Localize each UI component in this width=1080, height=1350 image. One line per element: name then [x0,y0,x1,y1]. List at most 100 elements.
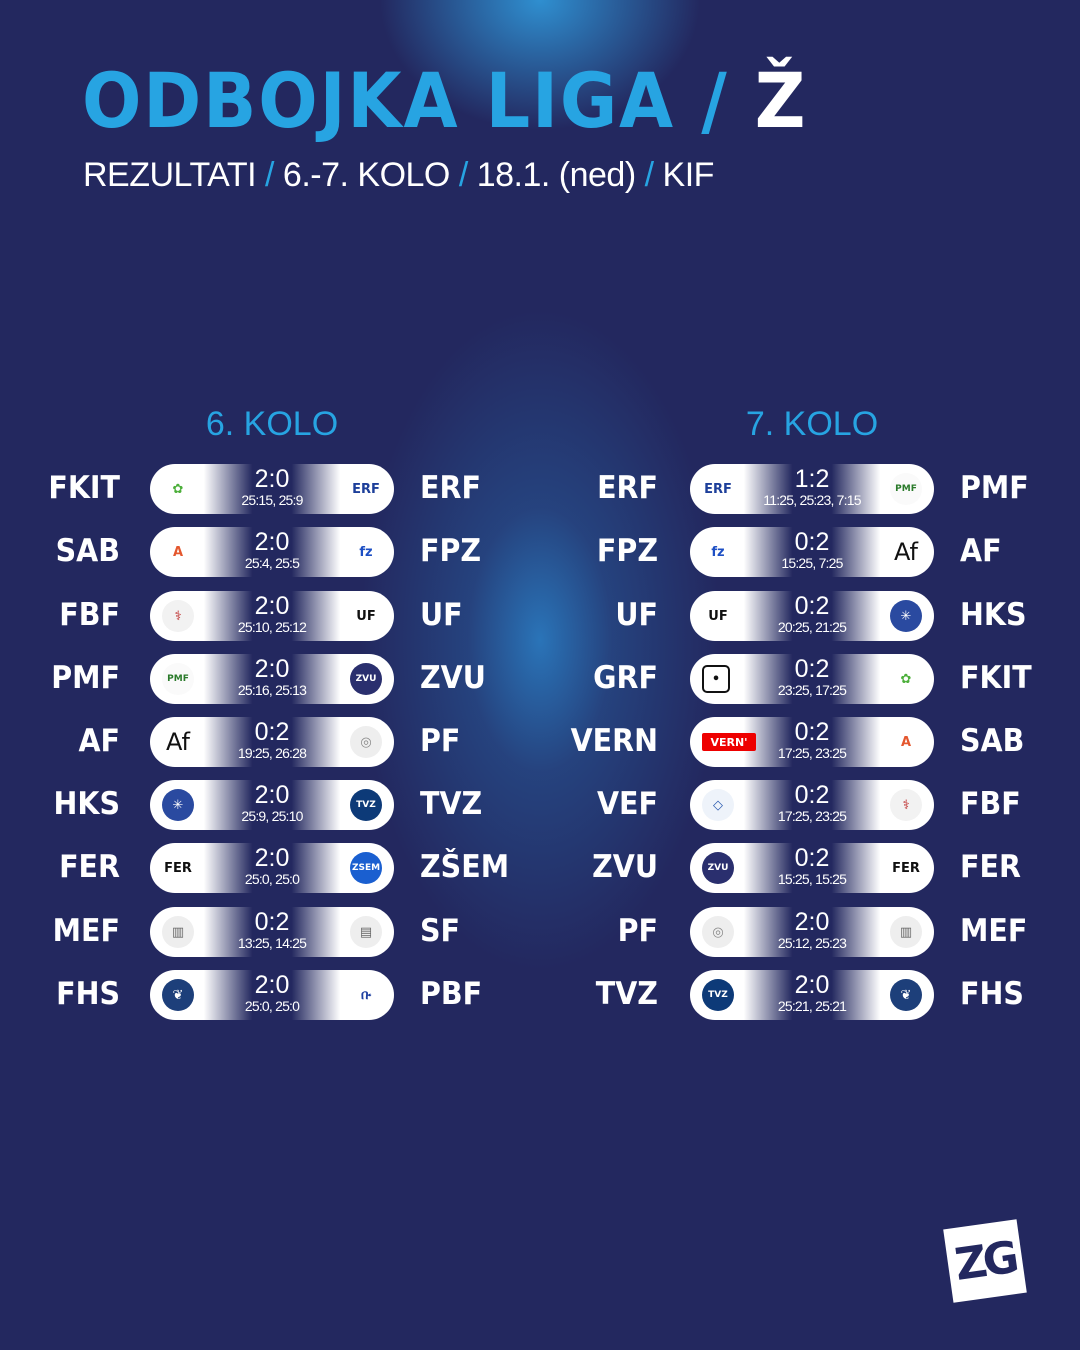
match-row: ZVU ZVU FER 0:2 15:25, 15:25 FER [0,843,1080,893]
away-team: SF [420,913,461,949]
home-team: AF [78,723,120,759]
team-logo-fhs-icon: ❦ [162,979,194,1011]
subtitle: REZULTATI / 6.-7. KOLO / 18.1. (ned) / K… [83,156,714,195]
round-title: 6. KOLO [205,405,339,443]
team-logo-vef-icon: ◇ [702,789,734,821]
set-scores: 25:0, 25:0 [244,871,300,887]
score-pill: ▥ ▤ 0:2 13:25, 14:25 [150,907,394,957]
team-logo-uf-icon: UF [708,608,728,624]
score-pill: Af ◎ 0:2 19:25, 26:28 [150,717,394,767]
team-logo-pf-icon: ◎ [350,726,382,758]
brand-logo: ZG [943,1219,1027,1303]
team-logo-sab-icon: A [172,544,184,560]
team-logo-sab-icon: A [900,734,912,750]
match-score: 2:0 [794,908,830,936]
subtitle-separator: / [449,156,477,194]
team-logo-fer-icon: FER [164,860,192,876]
match-row: HKS ✳ TVZ 2:0 25:9, 25:10 TVZ [0,780,1080,830]
away-team: FER [960,849,1021,885]
home-team: FHS [56,976,120,1012]
away-team: MEF [960,913,1028,949]
away-team: FHS [960,976,1024,1012]
title-suffix: Ž [754,56,808,145]
home-team: TVZ [595,976,658,1012]
away-team: ERF [420,470,481,506]
match-row: UF UF ✳ 0:2 20:25, 21:25 HKS [0,591,1080,641]
match-row: GRF • ✿ 0:2 23:25, 17:25 FKIT [0,654,1080,704]
team-logo-pmf-icon: PMF [162,663,194,695]
set-scores: 20:25, 21:25 [777,619,847,635]
match-score: 0:2 [254,908,290,936]
home-team: UF [615,597,658,633]
match-score: 0:2 [794,718,830,746]
match-row: MEF ▥ ▤ 0:2 13:25, 14:25 SF [0,907,1080,957]
home-team: FER [59,849,120,885]
title-separator: / [675,56,755,145]
team-logo-vern-icon: VERN' [702,733,756,751]
score-pill: UF ✳ 0:2 20:25, 21:25 [690,591,934,641]
team-logo-fpz-icon: fz [711,544,725,560]
team-logo-zvu-icon: ZVU [702,852,734,884]
home-team: VEF [596,786,658,822]
match-score: 1:2 [794,465,830,493]
score-pill: ⚕ UF 2:0 25:10, 25:12 [150,591,394,641]
team-logo-fbf-icon: ⚕ [162,600,194,632]
team-logo-tvz-icon: TVZ [702,979,734,1011]
match-score: 0:2 [794,592,830,620]
away-team: FKIT [960,660,1032,696]
match-score: 0:2 [794,655,830,683]
team-logo-tvz-icon: TVZ [350,789,382,821]
team-logo-mef-icon: ▥ [890,916,922,948]
team-logo-pf-icon: ◎ [702,916,734,948]
set-scores: 25:9, 25:10 [241,808,303,824]
team-logo-pmf-icon: PMF [890,473,922,505]
set-scores: 25:12, 25:23 [777,935,847,951]
team-logo-fbf-icon: ⚕ [890,789,922,821]
set-scores: 25:4, 25:5 [244,555,300,571]
match-score: 2:0 [254,592,290,620]
set-scores: 17:25, 23:25 [777,745,847,761]
set-scores: 19:25, 26:28 [237,745,307,761]
home-team: GRF [593,660,658,696]
home-team: PMF [51,660,120,696]
match-score: 2:0 [794,971,830,999]
set-scores: 13:25, 14:25 [237,935,307,951]
match-score: 0:2 [254,718,290,746]
match-score: 0:2 [794,528,830,556]
home-team: ZVU [592,849,658,885]
match-row: PMF PMF ZVU 2:0 25:16, 25:13 ZVU [0,654,1080,704]
score-pill: ✿ ERF 2:0 25:15, 25:9 [150,464,394,514]
match-score: 2:0 [254,655,290,683]
team-logo-fkit-icon: ✿ [172,481,184,497]
subtitle-part: KIF [662,156,715,194]
home-team: FPZ [596,533,658,569]
match-row: ERF ERF PMF 1:2 11:25, 25:23, 7:15 PMF [0,464,1080,514]
away-team: TVZ [420,786,483,822]
team-logo-fer-icon: FER [892,860,920,876]
home-team: PF [617,913,658,949]
set-scores: 15:25, 7:25 [781,555,843,571]
away-team: FPZ [420,533,482,569]
match-score: 0:2 [794,844,830,872]
score-pill: fz Af 0:2 15:25, 7:25 [690,527,934,577]
away-team: AF [960,533,1002,569]
score-pill: ✳ TVZ 2:0 25:9, 25:10 [150,780,394,830]
home-team: SAB [55,533,120,569]
team-logo-af-icon: Af [893,538,918,566]
team-logo-fkit-icon: ✿ [900,671,912,687]
match-row: FER FER ZSEM 2:0 25:0, 25:0 ZŠEM [0,843,1080,893]
score-pill: PMF ZVU 2:0 25:16, 25:13 [150,654,394,704]
set-scores: 25:16, 25:13 [237,682,307,698]
team-logo-hks-icon: ✳ [162,789,194,821]
set-scores: 15:25, 15:25 [777,871,847,887]
set-scores: 25:10, 25:12 [237,619,307,635]
set-scores: 25:21, 25:21 [777,998,847,1014]
set-scores: 25:0, 25:0 [244,998,300,1014]
home-team: HKS [53,786,120,822]
match-row: TVZ TVZ ❦ 2:0 25:21, 25:21 FHS [0,970,1080,1020]
team-logo-af-icon: Af [165,728,190,756]
home-team: ERF [597,470,658,506]
home-team: FKIT [48,470,121,506]
